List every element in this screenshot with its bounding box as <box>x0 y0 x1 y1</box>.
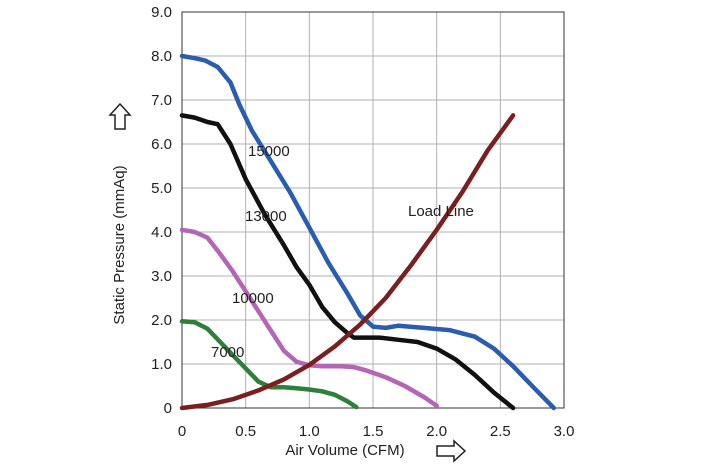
y-tick-label: 9.0 <box>151 4 172 21</box>
y-tick-label: 8.0 <box>151 48 172 65</box>
series-label-10000: 10000 <box>232 290 274 307</box>
series-label-15000: 15000 <box>248 143 290 160</box>
y-tick-label: 3.0 <box>151 268 172 285</box>
x-tick-label: 3.0 <box>554 423 575 440</box>
y-tick-label: 0 <box>164 400 172 417</box>
series-line-13000 <box>179 113 516 411</box>
series-line-load-line <box>179 113 516 411</box>
x-tick-label: 1.5 <box>363 423 384 440</box>
series-line-15000 <box>179 53 557 411</box>
y-tick-labels: 0 1.0 2.0 3.0 4.0 5.0 6.0 7.0 8.0 9.0 <box>151 4 172 417</box>
series-label-load-line: Load Line <box>408 203 474 220</box>
y-axis-label: Static Pressure (mmAq) <box>111 165 128 324</box>
series-line-10000 <box>179 227 439 409</box>
x-tick-label: 0.5 <box>235 423 256 440</box>
x-tick-label: 2.0 <box>426 423 447 440</box>
series-label-7000: 7000 <box>211 344 244 361</box>
y-tick-label: 2.0 <box>151 312 172 329</box>
x-tick-label: 1.0 <box>299 423 320 440</box>
y-tick-label: 5.0 <box>151 180 172 197</box>
series-lines <box>179 53 557 411</box>
series-label-13000: 13000 <box>245 208 287 225</box>
y-tick-label: 6.0 <box>151 136 172 153</box>
series-annotations: 15000 13000 10000 7000 Load Line <box>211 143 474 361</box>
grid <box>182 12 564 408</box>
plot-frame <box>181 11 565 409</box>
y-tick-label: 7.0 <box>151 92 172 109</box>
x-axis-label: Air Volume (CFM) <box>285 442 404 459</box>
x-tick-labels: 0 0.5 1.0 1.5 2.0 2.5 3.0 <box>178 423 575 440</box>
x-tick-label: 2.5 <box>490 423 511 440</box>
x-arrow-icon <box>436 439 467 463</box>
x-tick-label: 0 <box>178 423 186 440</box>
y-tick-label: 1.0 <box>151 356 172 373</box>
y-tick-label: 4.0 <box>151 224 172 241</box>
y-arrow-icon <box>108 102 132 130</box>
